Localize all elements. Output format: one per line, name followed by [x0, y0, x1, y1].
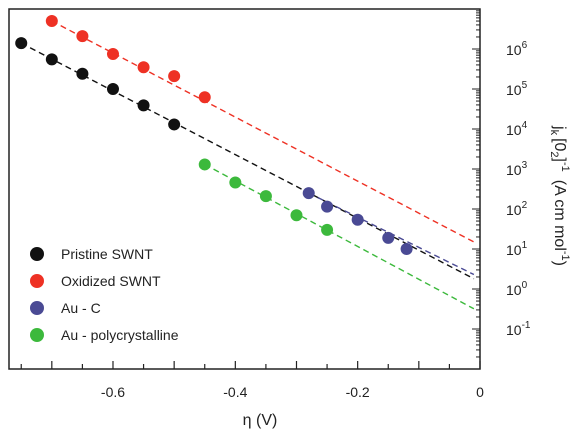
data-point	[400, 243, 413, 255]
y-tick-label: 102	[506, 200, 528, 218]
data-point	[259, 190, 272, 203]
data-point	[382, 231, 395, 244]
legend-marker	[30, 274, 44, 288]
y-tick-label: 106	[506, 40, 528, 58]
legend-label: Au - polycrystalline	[61, 327, 179, 343]
plot-frame	[8, 8, 481, 370]
y-tick-label: 103	[506, 160, 528, 178]
data-point	[321, 200, 334, 213]
data-point	[290, 209, 303, 222]
y-tick-label: 101	[506, 240, 528, 258]
data-point	[198, 158, 211, 171]
y-tick-label: 10-1	[506, 320, 531, 338]
data-point	[351, 213, 364, 226]
data-point	[168, 118, 181, 131]
legend-label: Au - C	[61, 300, 101, 316]
fit-line	[204, 163, 475, 310]
y-axis-title: jk[02]-1(A cm mol-1)	[548, 125, 571, 266]
data-point	[45, 15, 58, 28]
data-point	[168, 70, 181, 83]
x-axis-title: η (V)	[243, 412, 278, 429]
fit-lines	[20, 20, 475, 310]
x-tick-label: -0.2	[346, 384, 370, 400]
data-point	[45, 53, 58, 66]
data-point	[15, 37, 28, 50]
data-point	[76, 30, 89, 43]
data-point	[137, 61, 150, 74]
data-point	[76, 67, 89, 80]
data-point	[137, 99, 150, 112]
x-tick-label: -0.4	[223, 384, 247, 400]
x-axis: -0.6 -0.4 -0.2 0	[20, 361, 484, 400]
y-tick-label: 104	[506, 120, 528, 138]
data-point	[198, 91, 211, 104]
legend-marker	[30, 328, 44, 342]
legend-marker	[30, 247, 44, 261]
y-tick-label: 100	[506, 280, 528, 298]
legend-label: Oxidized SWNT	[61, 273, 161, 289]
legend-label: Pristine SWNT	[61, 246, 153, 262]
data-points	[15, 15, 413, 255]
x-tick-label: 0	[476, 384, 484, 400]
data-point	[302, 187, 315, 200]
legend: Pristine SWNT Oxidized SWNT Au - C Au - pol…	[30, 246, 179, 343]
data-point	[106, 47, 119, 60]
data-point	[321, 223, 334, 236]
legend-marker	[30, 301, 44, 315]
fit-line	[20, 42, 475, 280]
data-point	[229, 176, 242, 189]
x-tick-label: -0.6	[101, 384, 125, 400]
y-axis: 106 105 104 103 102 101 100 10-1	[472, 10, 531, 370]
data-point	[106, 83, 119, 95]
y-tick-label: 105	[506, 80, 528, 98]
